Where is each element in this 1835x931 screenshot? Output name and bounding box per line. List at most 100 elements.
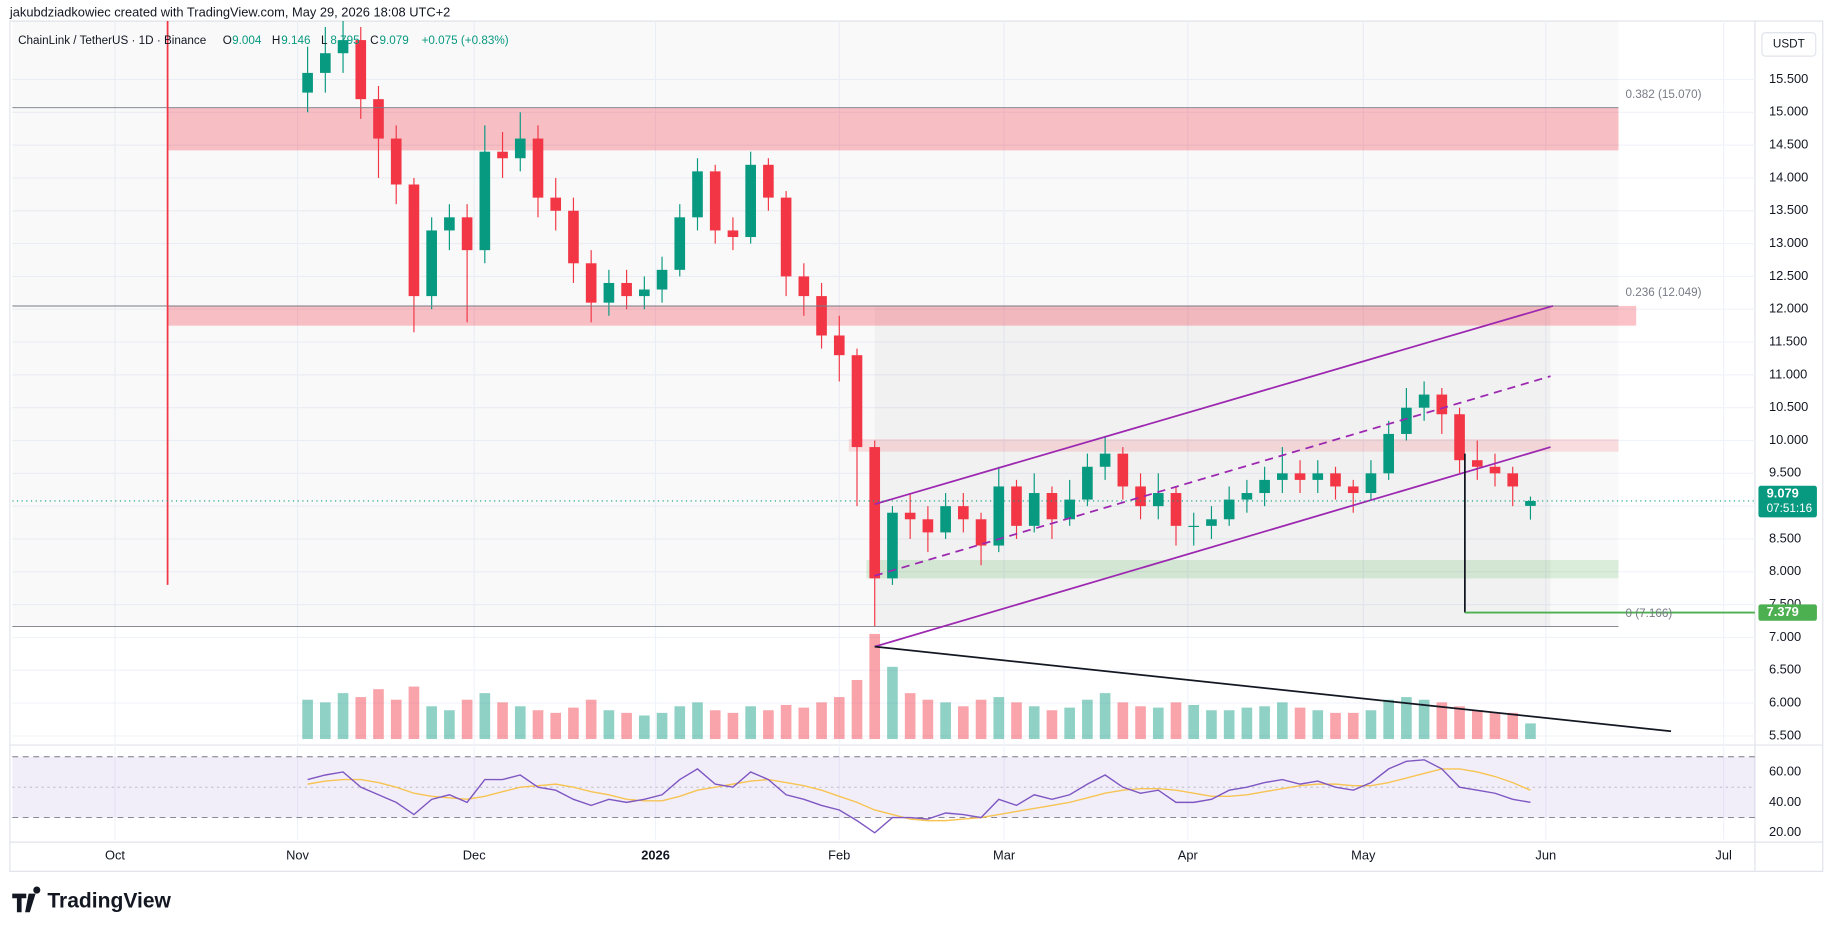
candle-body [639,289,650,297]
volume-bar [1507,712,1519,740]
volume-bar [869,633,881,740]
candle-body [568,210,579,264]
volume-bar [1011,702,1022,740]
candle-body [550,197,562,211]
candle-body [1223,499,1235,520]
x-tick-label: May [1351,848,1376,863]
zone [866,559,1619,579]
candle-body [833,335,845,356]
axes: 5.5006.0006.5007.0007.5008.0008.5009.000… [105,71,1817,863]
x-tick-label: Feb [828,848,850,863]
rsi-tick-label: 20.00 [1769,824,1801,839]
volume-bar [568,707,579,740]
volume-bar [1135,706,1146,740]
y-tick-label: 11.500 [1769,333,1807,348]
volume-bar [904,693,916,740]
ohlc-letter: H [272,34,280,47]
y-tick-label: 12.000 [1769,301,1808,316]
countdown: 07:51:16 [1767,502,1812,515]
y-tick-label: 6.500 [1769,662,1801,677]
volume-bar [550,712,562,740]
currency-box[interactable] [1761,32,1817,57]
candle-body [355,40,367,100]
volume-bar [1294,707,1306,740]
volume-bar [780,704,792,740]
rsi-line [307,759,1531,834]
volume-bar [975,699,987,740]
y-tick-label: 9.500 [1769,465,1801,480]
x-tick-label: Dec [463,848,486,863]
zone [167,107,1619,151]
candle-body [780,197,792,277]
volume-bar [1436,702,1448,740]
candle-body [887,512,898,579]
candle-body [692,171,703,218]
volume-bar [390,699,402,740]
candle-body [763,164,774,198]
candle-body [1046,493,1058,520]
volume-bar [922,699,934,740]
volume-bar [692,702,703,740]
candle-body [373,99,384,139]
volume-bar [337,693,349,740]
zones [167,107,1637,627]
currency[interactable]: USDT [1773,38,1805,51]
volume-bar [479,693,491,740]
volume-bar [1489,712,1501,740]
x-tick-label: Nov [286,848,309,863]
drawings [12,21,1755,733]
volume-bar [1383,699,1394,740]
zone [848,439,1619,452]
candle-body [603,282,615,303]
volume-bar [1259,706,1270,740]
candle-body [1099,453,1111,467]
candle-body [426,230,437,297]
candle-body [532,138,544,198]
trend-line [874,305,1554,506]
candle-body [745,164,756,238]
candle-body [674,217,686,270]
volume-bar [461,699,473,740]
volume-bar [851,679,863,740]
zone [875,306,1551,627]
candle-body [585,263,597,303]
y-tick-label: 6.000 [1769,694,1801,709]
candle-body [461,217,473,251]
rsi-pane [12,756,1755,834]
logo-icon [12,886,41,913]
candle-body [656,269,668,290]
candle-body [869,447,881,579]
candle-body [1454,414,1465,461]
volume-bar [1152,707,1164,740]
ohlc-value: 8.795 [330,34,360,47]
volume-bar [1188,704,1200,740]
x-tick-label: 2026 [641,848,670,863]
y-tick-label: 13.000 [1769,235,1808,250]
volume-bar [1277,702,1288,740]
volume-bar [940,702,951,740]
candle-body [1383,433,1394,474]
volume-bar [514,706,526,740]
volume-bar [408,686,420,740]
candle-body [497,151,508,159]
x-tick-label: Oct [105,848,125,863]
candle-body [1028,493,1040,526]
candle-body [816,296,827,336]
volume-bar [993,697,1005,740]
credit: jakubdziadkowiec created with TradingVie… [9,4,450,19]
candle-body [1418,394,1430,408]
candle-body [1330,473,1341,487]
candle-body [993,486,1005,546]
ohlc-letter: C [370,34,378,47]
candle-body [1241,493,1253,500]
fib-label: 0.236 (12.049) [1625,286,1701,299]
target-price-box [1758,604,1817,621]
candle-body [1294,473,1306,480]
candle-body [1401,407,1412,434]
volume-bar [1064,707,1075,740]
candle-body [1347,486,1359,494]
trend-line [874,446,1551,648]
